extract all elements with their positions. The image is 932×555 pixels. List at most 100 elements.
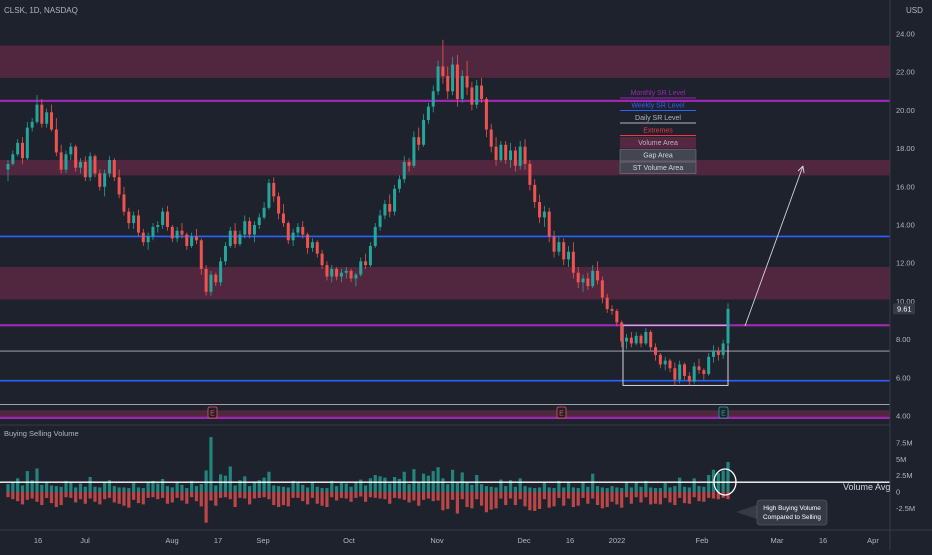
candle	[301, 221, 305, 239]
buy-volume-bar	[305, 487, 310, 492]
candle-body	[170, 226, 174, 239]
candle	[175, 226, 179, 243]
candle-body	[248, 221, 252, 235]
buy-volume-bar	[127, 488, 131, 492]
candle	[610, 305, 614, 315]
candle-body	[78, 161, 82, 168]
candle-body	[238, 234, 242, 245]
candle	[223, 242, 227, 266]
buy-volume-bar	[697, 486, 701, 492]
buy-volume-bar	[40, 484, 44, 492]
buy-volume-bar	[88, 476, 92, 492]
candle-body	[228, 230, 232, 247]
sell-volume-bar	[591, 492, 595, 499]
candle-body	[625, 337, 629, 342]
candle-body	[74, 146, 78, 168]
candle	[629, 331, 633, 348]
candle	[112, 158, 116, 182]
candle	[238, 230, 242, 247]
sell-volume-bar	[562, 492, 566, 506]
buy-volume-bar	[479, 484, 484, 492]
candle	[40, 98, 44, 128]
buy-volume-bar	[238, 480, 242, 492]
buy-volume-bar	[595, 486, 600, 492]
buy-volume-bar	[586, 486, 590, 492]
sell-volume-bar	[576, 492, 580, 506]
candle-body	[586, 278, 590, 287]
buy-volume-bar	[392, 476, 397, 492]
callout-pointer	[736, 505, 757, 519]
volume-tick-label: 2.5M	[896, 471, 913, 480]
candle	[557, 236, 561, 256]
candle-body	[600, 280, 604, 298]
candle-body	[146, 236, 150, 243]
candle	[658, 352, 662, 369]
volume-highlight-circle	[713, 468, 737, 496]
candle-body	[417, 137, 421, 145]
sell-volume-bar	[716, 492, 720, 500]
candle	[228, 226, 232, 248]
candle-body	[412, 137, 416, 166]
legend-label: Daily SR Level	[635, 115, 681, 122]
candle-body	[45, 112, 49, 124]
earnings-marker[interactable]: E	[207, 406, 218, 419]
sell-volume-bar	[11, 492, 15, 500]
sell-volume-bar	[470, 492, 474, 509]
candle-body	[117, 177, 121, 195]
candle-body	[296, 226, 300, 233]
buy-volume-bar	[489, 486, 493, 492]
candle	[422, 114, 426, 147]
candle-body	[368, 246, 372, 266]
buy-volume-bar	[721, 470, 725, 492]
buy-volume-bar	[243, 476, 247, 492]
candle-body	[441, 66, 445, 77]
buy-volume-bar	[180, 484, 184, 492]
sell-volume-bar	[310, 492, 315, 498]
sell-volume-bar	[436, 492, 440, 501]
candle	[649, 330, 653, 352]
candle	[687, 372, 691, 386]
st-volume-area-box	[622, 324, 729, 386]
candle	[335, 267, 339, 281]
candle-body	[542, 211, 546, 218]
buy-volume-bar	[600, 487, 604, 492]
candle-body	[59, 152, 63, 170]
buy-volume-bar	[354, 482, 358, 492]
candle	[591, 265, 595, 289]
legend-label: Volume Area	[638, 140, 678, 147]
candle-body	[702, 370, 706, 374]
candle	[74, 144, 78, 172]
buy-volume-bar	[132, 482, 136, 492]
legend-label: Gap Area	[643, 153, 673, 160]
candle-body	[325, 265, 329, 277]
candle-body	[156, 225, 160, 227]
candle	[499, 140, 503, 162]
sell-volume-bar	[475, 492, 479, 500]
sell-volume-bar	[88, 492, 92, 499]
buy-volume-bar	[508, 480, 513, 492]
last-price-value: 9.61	[897, 304, 912, 313]
candle-body	[359, 261, 363, 275]
legend-label: ST Volume Area	[633, 165, 684, 172]
earnings-marker[interactable]: E	[556, 406, 567, 419]
candle	[596, 261, 600, 285]
sell-volume-bar	[132, 492, 136, 500]
sell-volume-bar	[209, 492, 213, 501]
candle	[547, 207, 551, 243]
sell-volume-bar	[180, 492, 184, 501]
candle-body	[591, 270, 595, 287]
volume-tick-label: 5M	[896, 455, 906, 464]
candle-body	[668, 360, 672, 369]
buy-volume-bar	[248, 486, 252, 492]
candle	[219, 257, 223, 287]
candle-body	[407, 161, 411, 166]
sell-volume-bar	[238, 492, 242, 498]
price-tick-label: 16.00	[896, 182, 915, 191]
sell-volume-bar	[504, 492, 508, 506]
candle	[538, 194, 542, 224]
buy-volume-bar	[658, 488, 662, 492]
earnings-marker[interactable]: E	[718, 406, 729, 419]
sell-volume-bar	[122, 492, 126, 506]
candle-body	[678, 364, 682, 380]
buy-volume-bar	[513, 486, 517, 492]
